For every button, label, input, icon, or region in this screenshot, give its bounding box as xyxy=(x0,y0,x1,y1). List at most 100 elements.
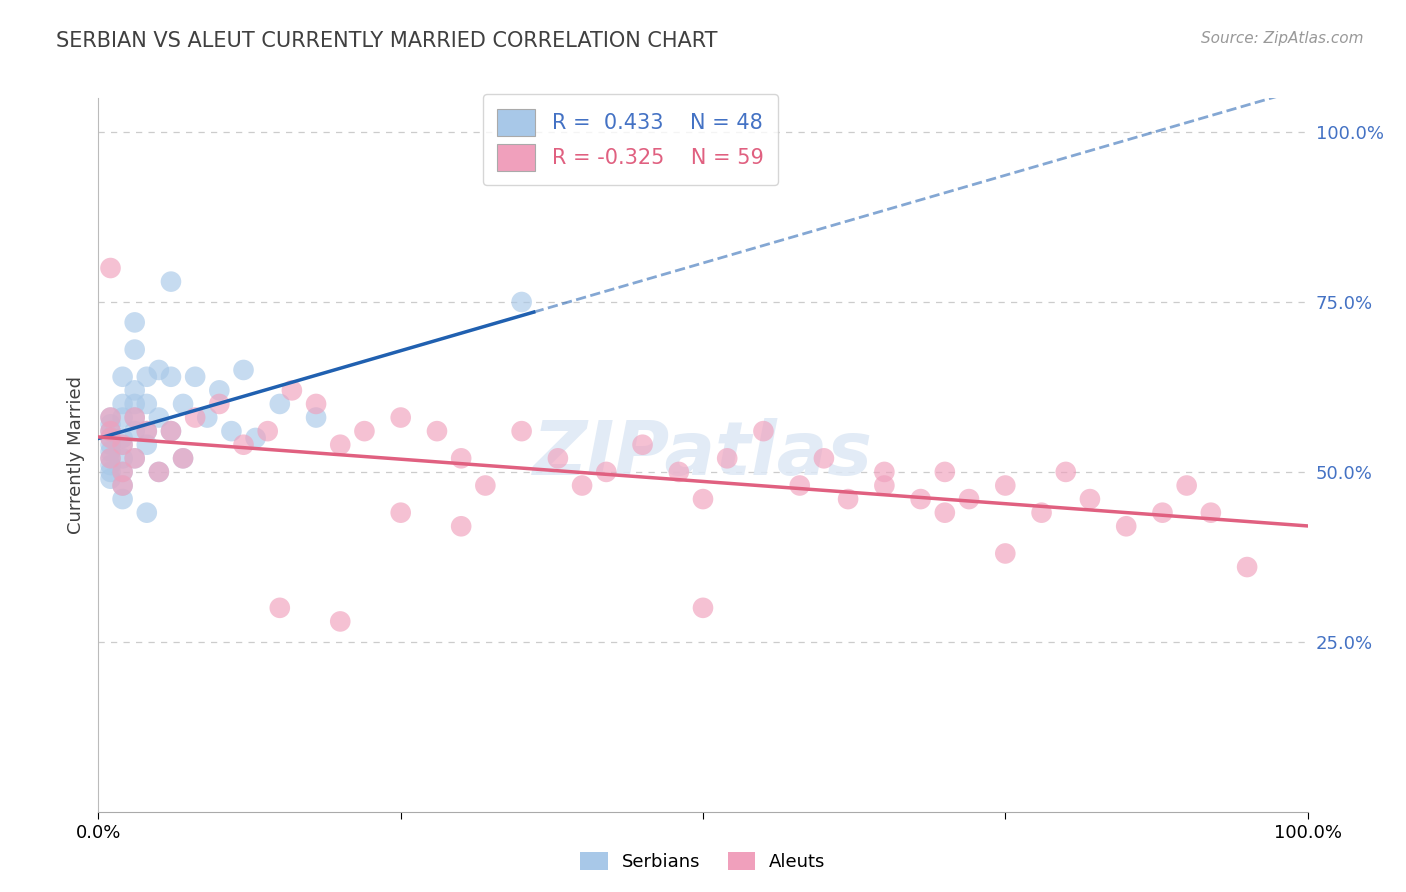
Point xyxy=(148,363,170,377)
Point xyxy=(111,478,134,492)
Point xyxy=(245,431,267,445)
Point xyxy=(1078,492,1101,507)
Point xyxy=(172,451,194,466)
Point xyxy=(135,397,157,411)
Point xyxy=(135,369,157,384)
Point xyxy=(100,424,122,438)
Point xyxy=(111,465,134,479)
Point xyxy=(100,424,122,438)
Point xyxy=(305,410,328,425)
Point xyxy=(111,438,134,452)
Point xyxy=(124,397,146,411)
Point xyxy=(1031,506,1053,520)
Point xyxy=(1199,506,1222,520)
Point xyxy=(994,478,1017,492)
Point xyxy=(232,363,254,377)
Point xyxy=(135,424,157,438)
Legend: Serbians, Aleuts: Serbians, Aleuts xyxy=(574,845,832,879)
Point xyxy=(160,275,183,289)
Point xyxy=(957,492,980,507)
Y-axis label: Currently Married: Currently Married xyxy=(66,376,84,534)
Point xyxy=(172,451,194,466)
Point xyxy=(873,478,896,492)
Point xyxy=(631,438,654,452)
Point xyxy=(692,492,714,507)
Point xyxy=(124,343,146,357)
Point xyxy=(547,451,569,466)
Point xyxy=(305,397,328,411)
Point xyxy=(1175,478,1198,492)
Point xyxy=(124,410,146,425)
Point xyxy=(389,410,412,425)
Point xyxy=(269,600,291,615)
Point xyxy=(100,451,122,466)
Point xyxy=(692,600,714,615)
Point xyxy=(148,465,170,479)
Point xyxy=(111,397,134,411)
Point xyxy=(716,451,738,466)
Point xyxy=(160,369,183,384)
Point xyxy=(100,472,122,486)
Point xyxy=(124,384,146,398)
Point xyxy=(1054,465,1077,479)
Point xyxy=(813,451,835,466)
Point xyxy=(281,384,304,398)
Point xyxy=(135,438,157,452)
Point xyxy=(668,465,690,479)
Point xyxy=(100,260,122,275)
Point xyxy=(450,451,472,466)
Point xyxy=(148,465,170,479)
Point xyxy=(389,506,412,520)
Point xyxy=(135,424,157,438)
Point xyxy=(353,424,375,438)
Point xyxy=(208,384,231,398)
Point xyxy=(450,519,472,533)
Point xyxy=(124,424,146,438)
Point xyxy=(124,451,146,466)
Point xyxy=(934,506,956,520)
Point xyxy=(100,410,122,425)
Point xyxy=(208,397,231,411)
Point xyxy=(329,438,352,452)
Point xyxy=(994,546,1017,560)
Point xyxy=(100,431,122,445)
Point xyxy=(124,410,146,425)
Point xyxy=(571,478,593,492)
Point xyxy=(111,478,134,492)
Point xyxy=(111,492,134,507)
Text: ZIPatlas: ZIPatlas xyxy=(533,418,873,491)
Point xyxy=(934,465,956,479)
Point xyxy=(510,424,533,438)
Point xyxy=(111,369,134,384)
Point xyxy=(124,451,146,466)
Point xyxy=(160,424,183,438)
Point xyxy=(100,438,122,452)
Point xyxy=(111,465,134,479)
Point xyxy=(148,410,170,425)
Point xyxy=(135,506,157,520)
Text: Source: ZipAtlas.com: Source: ZipAtlas.com xyxy=(1201,31,1364,46)
Point xyxy=(269,397,291,411)
Point xyxy=(100,458,122,472)
Legend: R =  0.433    N = 48, R = -0.325    N = 59: R = 0.433 N = 48, R = -0.325 N = 59 xyxy=(482,95,778,186)
Point xyxy=(1236,560,1258,574)
Point xyxy=(837,492,859,507)
Point xyxy=(124,315,146,329)
Point xyxy=(111,451,134,466)
Point xyxy=(474,478,496,492)
Point xyxy=(100,431,122,445)
Point xyxy=(752,424,775,438)
Point xyxy=(100,410,122,425)
Point xyxy=(595,465,617,479)
Point xyxy=(256,424,278,438)
Text: SERBIAN VS ALEUT CURRENTLY MARRIED CORRELATION CHART: SERBIAN VS ALEUT CURRENTLY MARRIED CORRE… xyxy=(56,31,717,51)
Point xyxy=(873,465,896,479)
Point xyxy=(111,438,134,452)
Point xyxy=(1115,519,1137,533)
Point xyxy=(184,369,207,384)
Point xyxy=(100,444,122,458)
Point xyxy=(426,424,449,438)
Point xyxy=(184,410,207,425)
Point xyxy=(789,478,811,492)
Point xyxy=(195,410,218,425)
